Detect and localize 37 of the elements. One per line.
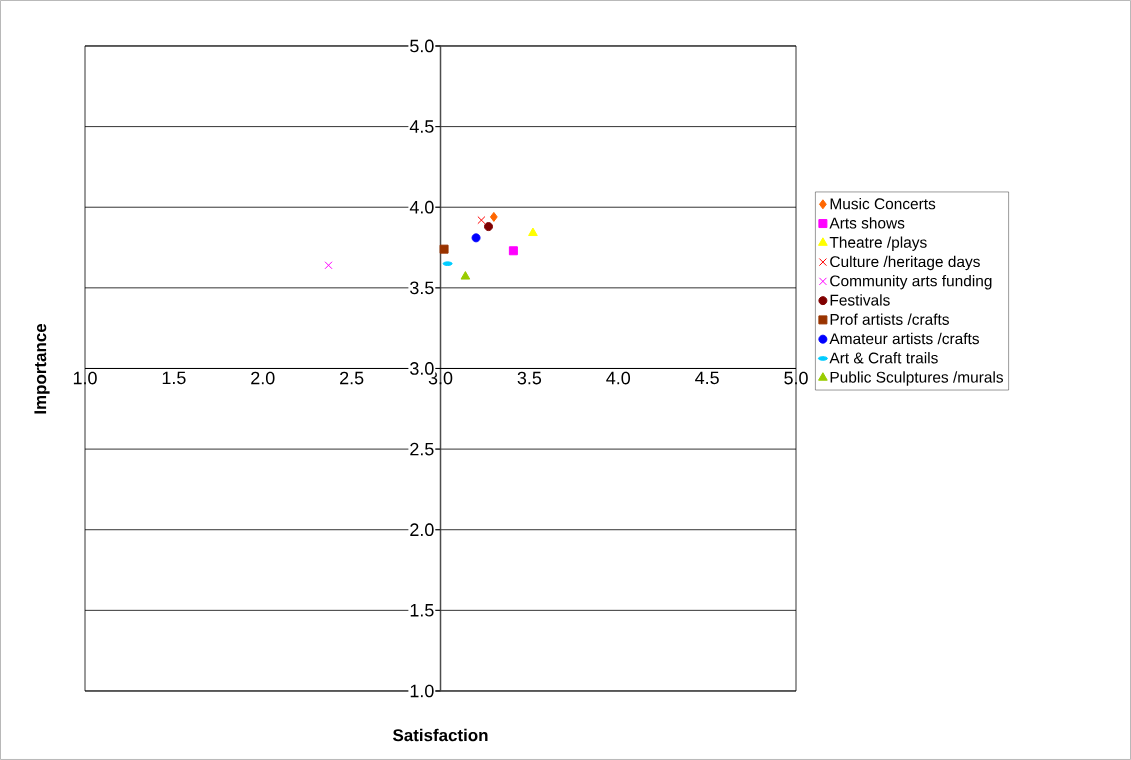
point: [508, 246, 518, 256]
legend-label: Art & Craft trails: [829, 352, 938, 364]
legend-label: Community arts funding: [830, 275, 992, 290]
point: [439, 244, 449, 254]
x-axis-title: Satisfaction: [392, 728, 488, 742]
legend-label: Prof artists /crafts: [830, 313, 949, 325]
y-tick-label: 3.5: [410, 281, 434, 295]
y-tick-label: 1.5: [410, 604, 434, 617]
y-tick-label: 4.0: [409, 200, 434, 214]
point: [471, 233, 481, 243]
legend-label: Amateur artists /crafts: [829, 332, 979, 345]
point: [489, 211, 498, 222]
x-tick-label: 3.5: [517, 371, 542, 385]
y-tick-label: 2.0: [410, 523, 434, 537]
x-tick-label: 2.5: [340, 371, 364, 385]
x-tick-label: 1.0: [73, 371, 97, 385]
point: [484, 222, 493, 232]
y-tick-label: 5.0: [410, 39, 434, 53]
x-tick-label: 4.0: [606, 371, 631, 385]
y-tick-label: 1.0: [410, 684, 434, 698]
legend-label: Culture /heritage days: [830, 255, 980, 271]
x-tick-label: 1.5: [162, 371, 186, 385]
x-tick-label: 5.0: [784, 371, 808, 385]
legend-label: Arts shows: [829, 217, 905, 229]
point: [528, 227, 538, 237]
y-axis-title: Importance: [34, 323, 50, 414]
x-tick-label: 2.0: [251, 371, 275, 385]
legend-label: Theatre /plays: [829, 236, 927, 251]
y-tick-label: 4.5: [409, 120, 434, 133]
y-tick-label: 2.5: [410, 442, 434, 456]
point: [477, 216, 486, 225]
legend-label: Music Concerts: [830, 197, 936, 210]
x-tick-label: 4.5: [695, 371, 719, 385]
legend-label: Festivals: [830, 294, 890, 306]
point: [460, 271, 471, 280]
legend-label: Public Sculptures /murals: [830, 371, 1004, 386]
point: [324, 261, 333, 270]
